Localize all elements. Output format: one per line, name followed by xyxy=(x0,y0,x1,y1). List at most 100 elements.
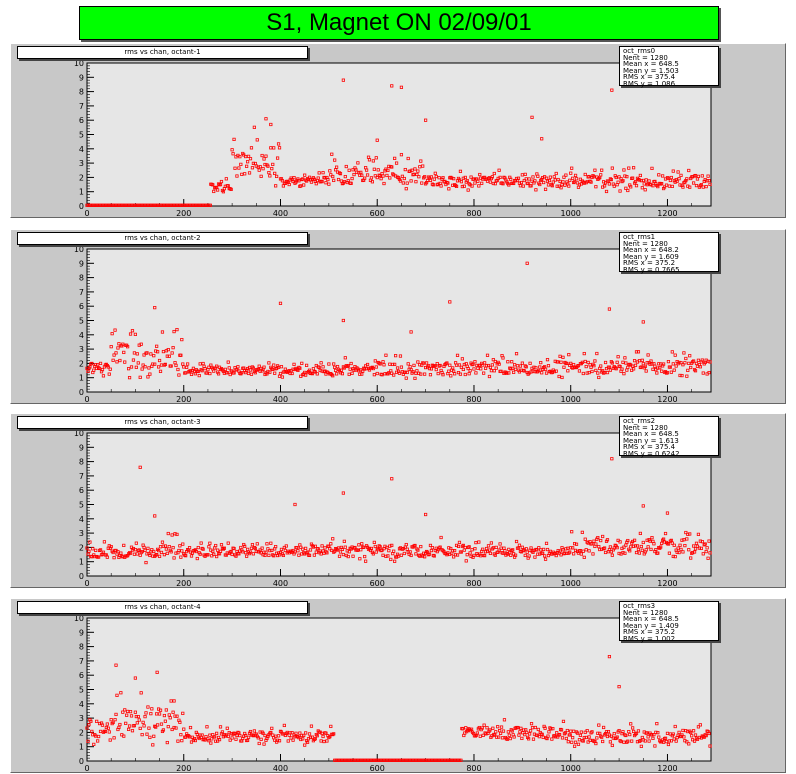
data-point xyxy=(465,178,469,183)
data-point xyxy=(665,511,670,515)
y-tick-label: 10 xyxy=(74,614,84,623)
data-point xyxy=(270,548,274,552)
data-point xyxy=(95,719,99,723)
data-point xyxy=(670,350,674,354)
data-point xyxy=(419,372,423,376)
data-point xyxy=(532,365,536,369)
data-point xyxy=(245,164,249,168)
data-point xyxy=(163,544,167,548)
data-point xyxy=(326,177,330,182)
data-point xyxy=(483,554,487,558)
data-point xyxy=(338,550,343,554)
data-point xyxy=(608,368,612,372)
data-point xyxy=(483,361,487,365)
data-point xyxy=(388,176,392,180)
data-point xyxy=(618,189,622,193)
data-point xyxy=(561,719,566,723)
data-point xyxy=(691,181,696,185)
data-point xyxy=(688,532,692,536)
data-point xyxy=(253,546,257,550)
data-point xyxy=(590,369,594,374)
data-point xyxy=(651,736,655,740)
data-point xyxy=(282,723,286,728)
data-point xyxy=(127,376,132,380)
data-point xyxy=(581,371,585,376)
data-point xyxy=(628,549,632,553)
data-point xyxy=(632,166,636,170)
stats-row: Nent = 1280 xyxy=(623,239,668,248)
data-point xyxy=(229,187,233,191)
data-point xyxy=(674,739,678,743)
data-point xyxy=(506,730,510,734)
data-point xyxy=(533,555,537,559)
data-point xyxy=(661,740,666,744)
data-point xyxy=(93,554,97,559)
data-point xyxy=(90,729,94,734)
data-point xyxy=(507,733,511,737)
data-point xyxy=(156,549,161,553)
y-tick-label: 5 xyxy=(79,501,84,510)
data-point xyxy=(117,725,121,730)
data-point xyxy=(272,554,276,558)
data-point xyxy=(530,726,535,730)
stats-row: Nent = 1280 xyxy=(623,608,668,617)
data-point xyxy=(472,553,476,558)
data-point xyxy=(527,737,531,741)
data-point xyxy=(248,368,253,372)
data-point xyxy=(421,164,425,168)
data-point xyxy=(447,187,451,191)
data-point xyxy=(693,733,698,737)
data-point xyxy=(482,371,486,375)
data-point xyxy=(109,345,113,349)
y-tick-label: 2 xyxy=(79,173,84,182)
data-point xyxy=(119,691,123,695)
data-point xyxy=(461,727,465,731)
data-point xyxy=(164,708,168,712)
data-point xyxy=(594,741,598,746)
data-point xyxy=(262,365,266,369)
data-point xyxy=(616,180,620,184)
data-point xyxy=(453,548,457,553)
data-point xyxy=(497,735,501,739)
data-point xyxy=(610,88,614,92)
data-point xyxy=(572,542,577,546)
data-point xyxy=(587,735,591,739)
data-point xyxy=(261,731,265,735)
data-point xyxy=(275,156,280,160)
data-point xyxy=(230,736,234,740)
data-point xyxy=(251,161,255,165)
data-point xyxy=(102,540,107,544)
data-point xyxy=(267,553,271,557)
data-point xyxy=(592,175,596,179)
data-point xyxy=(634,350,639,354)
data-point xyxy=(703,542,707,546)
data-point xyxy=(489,369,493,373)
data-point xyxy=(291,179,295,184)
data-point xyxy=(163,719,167,723)
y-tick-label: 9 xyxy=(79,628,84,637)
data-point xyxy=(143,365,147,369)
data-point xyxy=(639,544,643,549)
data-point xyxy=(304,731,308,735)
data-point xyxy=(252,125,256,129)
data-point xyxy=(536,727,540,732)
data-point xyxy=(685,177,689,181)
data-point xyxy=(399,85,404,89)
data-point xyxy=(278,371,283,376)
data-point xyxy=(600,168,604,172)
data-point xyxy=(135,552,139,556)
data-point xyxy=(693,369,698,373)
data-point xyxy=(248,729,253,734)
data-point xyxy=(139,691,143,695)
data-point xyxy=(590,542,594,546)
stats-row: Mean y = 1.613 xyxy=(623,436,679,445)
data-point xyxy=(171,710,175,714)
x-tick-label: 600 xyxy=(370,395,385,404)
data-point xyxy=(263,733,267,738)
data-point xyxy=(142,724,146,728)
data-point xyxy=(674,364,678,368)
data-point xyxy=(602,184,607,188)
data-point xyxy=(608,740,612,744)
y-tick-label: 1 xyxy=(79,558,84,567)
